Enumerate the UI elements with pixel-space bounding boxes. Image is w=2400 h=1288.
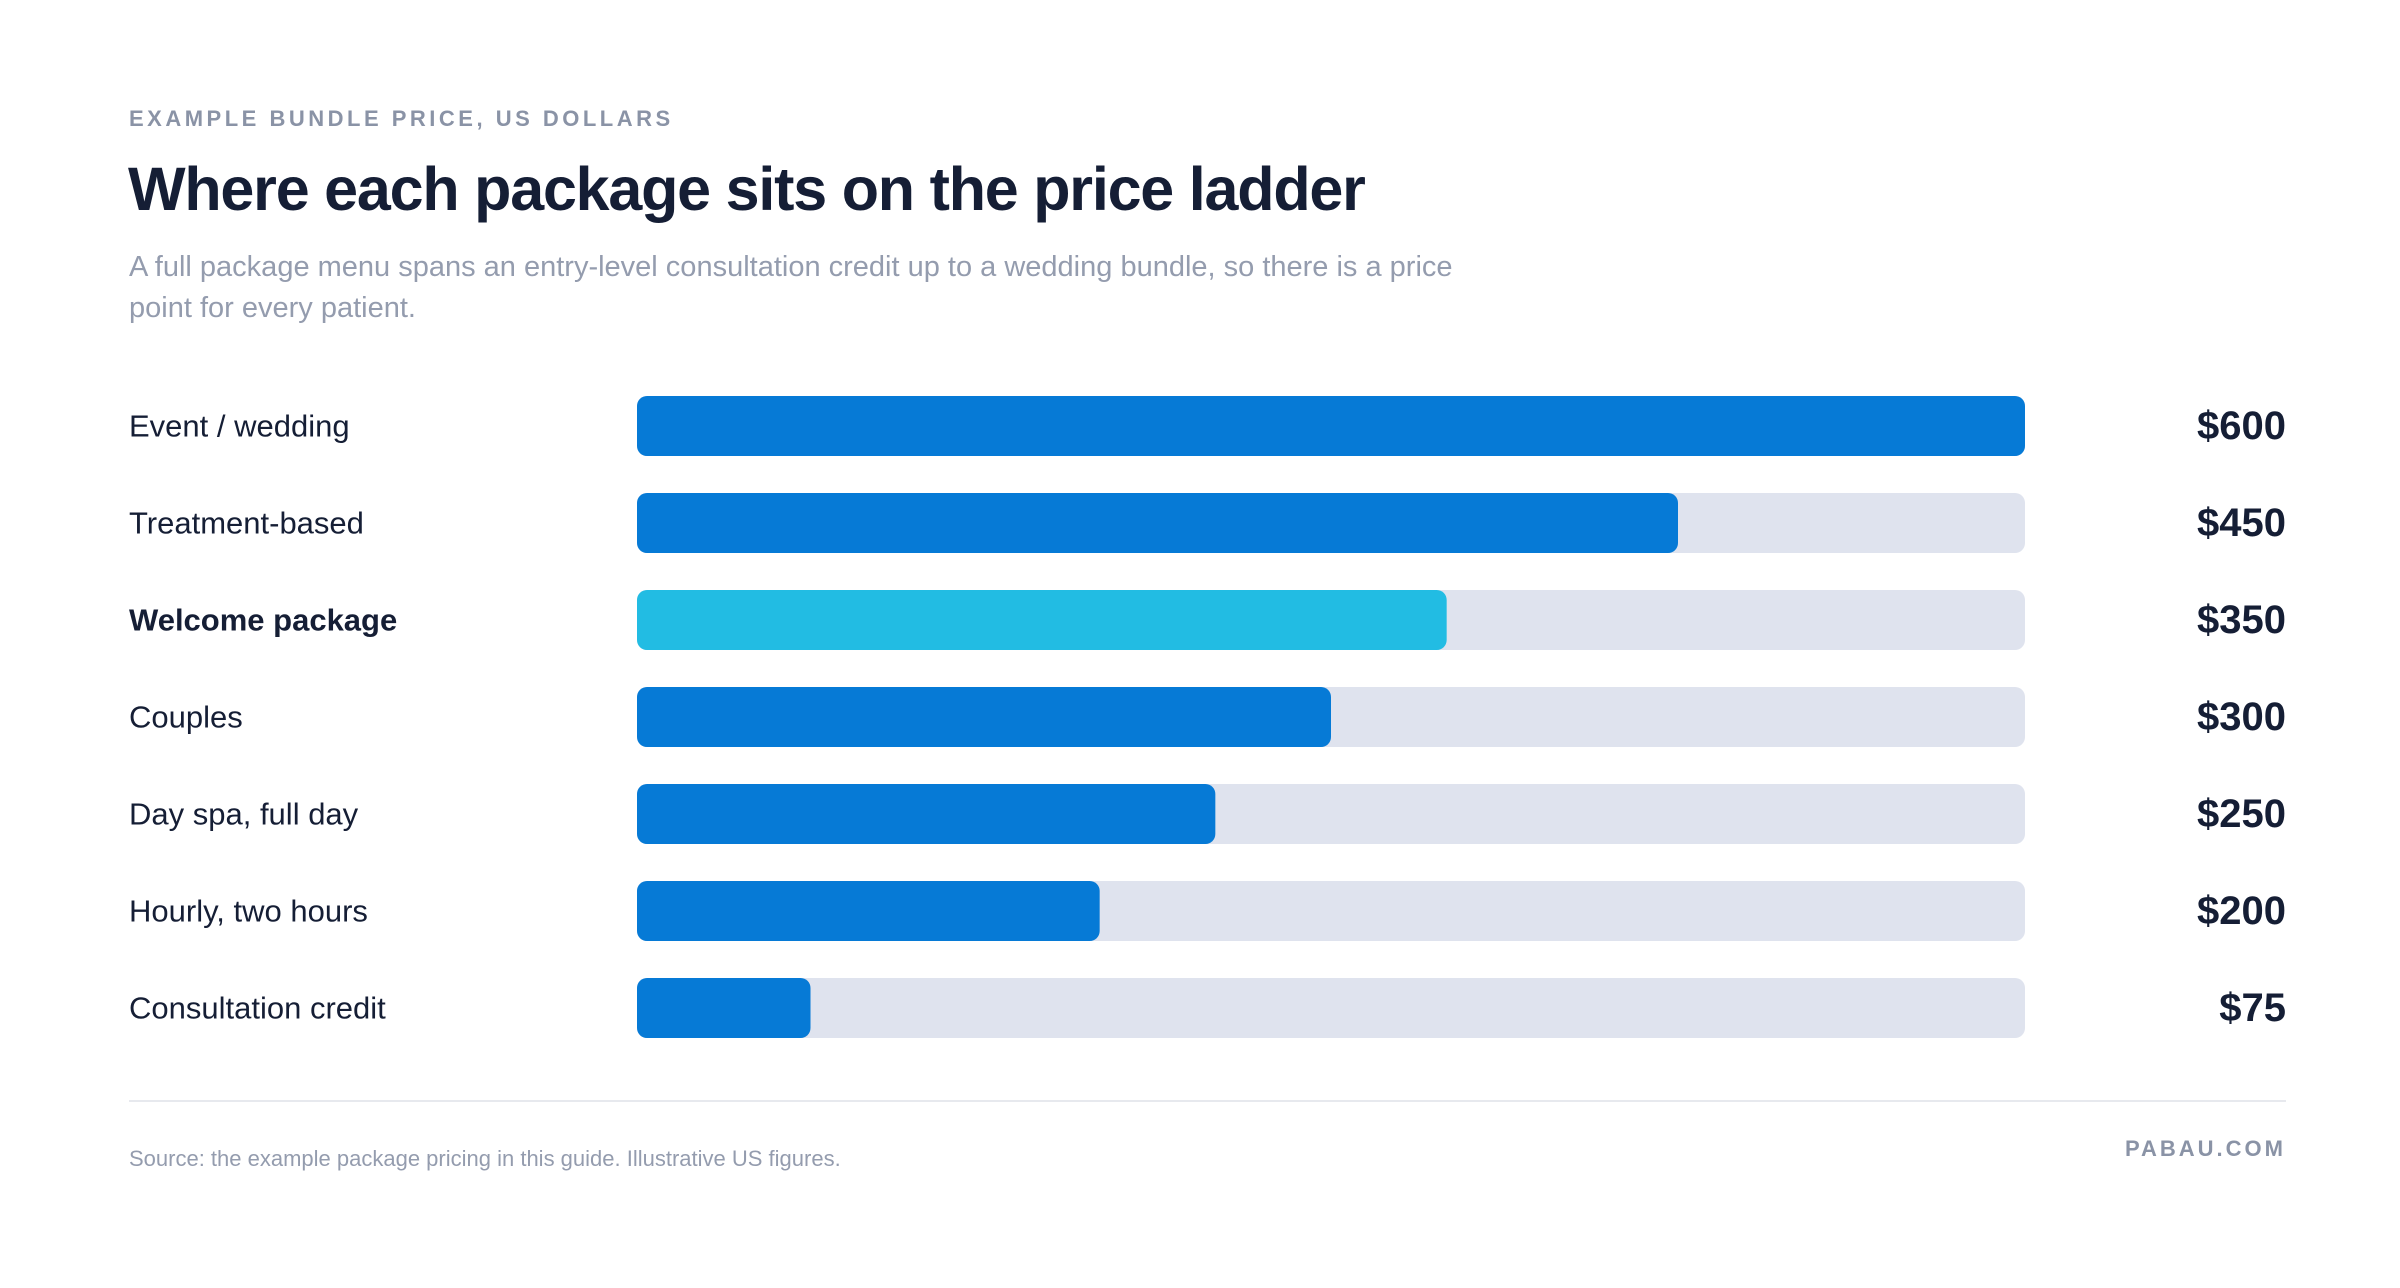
value-label: $450 [2197, 501, 2286, 545]
value-label: $300 [2197, 695, 2286, 739]
brand-mark: PABAU.COM [2124, 1136, 2286, 1161]
bar [637, 396, 2025, 456]
category-label: Hourly, two hours [129, 894, 368, 929]
eyebrow: EXAMPLE BUNDLE PRICE, US DOLLARS [129, 106, 674, 131]
bar-row: Couples $300 [129, 687, 2286, 747]
value-label: $200 [2197, 889, 2286, 933]
bar-chart: Event / wedding $600 Treatment-based $450 We… [129, 396, 2286, 1038]
value-label: $350 [2197, 598, 2286, 642]
value-label: $250 [2197, 792, 2286, 836]
value-label: $600 [2197, 404, 2286, 448]
bar-row: Day spa, full day $250 [129, 784, 2286, 844]
bar [637, 978, 811, 1038]
category-label: Treatment-based [129, 506, 364, 541]
bar [637, 590, 1447, 650]
chart-subtitle: A full package menu spans an entry-level… [129, 251, 1453, 324]
category-label: Welcome package [129, 603, 397, 638]
bar [637, 784, 1216, 844]
footer-divider [129, 1100, 2286, 1102]
bar [637, 493, 1678, 553]
bar-row: Hourly, two hours $200 [129, 881, 2286, 941]
bar-row: Treatment-based $450 [129, 493, 2286, 553]
category-label: Consultation credit [129, 991, 386, 1026]
bar [637, 687, 1331, 747]
bar-row: Consultation credit $75 [129, 978, 2286, 1038]
chart-title: Where each package sits on the price lad… [128, 155, 1366, 223]
value-label: $75 [2219, 986, 2286, 1030]
bar-row: Event / wedding $600 [129, 396, 2286, 456]
bar-row: Welcome package $350 [129, 590, 2286, 650]
category-label: Couples [129, 700, 243, 735]
bar-track [637, 978, 2025, 1038]
category-label: Day spa, full day [129, 797, 359, 832]
bar [637, 881, 1100, 941]
category-label: Event / wedding [129, 409, 350, 444]
source-note: Source: the example package pricing in t… [129, 1146, 841, 1171]
